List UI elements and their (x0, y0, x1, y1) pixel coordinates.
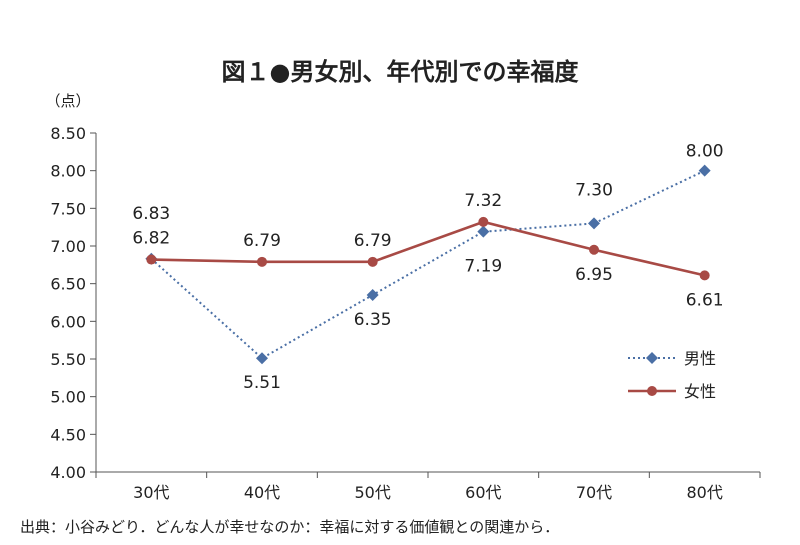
source-note: 出典：小谷みどり．どんな人が幸せなのか：幸福に対する価値観との関連から． (20, 518, 559, 536)
y-tick-label: 8.00 (50, 162, 86, 181)
x-tick-label: 70代 (576, 483, 612, 502)
chart-axes: 4.00 4.50 5.00 5.50 6.00 6.50 7.00 7.50 8.00 8.50… (50, 124, 761, 502)
legend-label-female: 女性 (684, 382, 716, 401)
data-labels-layer: 6.83 5.51 6.35 7.19 7.30 8.00 6.82 6.79 6.79 7.32… (132, 142, 723, 394)
x-tick-label: 60代 (465, 483, 501, 502)
chart-title: 図１●男女別、年代別での幸福度 (222, 58, 580, 86)
y-tick-label: 5.00 (50, 388, 86, 407)
data-point-female (589, 244, 599, 255)
data-label-male: 7.19 (464, 257, 502, 277)
legend-marker-female (647, 386, 657, 396)
y-tick-label: 6.00 (50, 312, 86, 331)
data-label-male: 5.51 (243, 373, 281, 393)
data-point-female (367, 256, 378, 267)
y-axis-unit-label: （点） (45, 92, 90, 110)
data-label-male: 7.30 (575, 180, 613, 200)
data-label-male: 6.35 (354, 310, 392, 330)
series-line-male (150, 169, 706, 360)
data-label-male: 8.00 (686, 142, 724, 162)
data-point-male (256, 352, 268, 365)
y-tick-label: 4.00 (50, 463, 86, 482)
series-layer (145, 164, 711, 365)
data-point-male (366, 288, 379, 301)
x-tick-label: 80代 (686, 483, 722, 502)
data-label-female: 7.32 (464, 191, 502, 211)
data-point-female (146, 254, 157, 265)
x-tick-label: 40代 (244, 483, 280, 502)
legend-marker-male (646, 352, 658, 364)
series-line-female (151, 220, 705, 277)
legend: 男性 女性 (628, 349, 716, 401)
data-label-female: 6.79 (243, 231, 281, 251)
y-tick-label: 5.50 (50, 350, 86, 369)
x-tick-label: 50代 (354, 483, 390, 502)
y-tick-label: 7.00 (50, 237, 86, 256)
data-label-female: 6.79 (354, 231, 392, 251)
data-point-male (477, 225, 490, 238)
y-tick-label: 8.50 (50, 124, 86, 143)
data-point-male (588, 217, 600, 230)
legend-label-male: 男性 (684, 349, 716, 368)
data-point-female (699, 270, 710, 281)
data-point-female (257, 256, 267, 267)
data-point-male (698, 164, 711, 177)
x-tick-label: 30代 (133, 483, 169, 502)
data-label-male: 6.83 (132, 204, 170, 224)
y-tick-label: 7.50 (50, 199, 86, 218)
data-label-female: 6.61 (686, 290, 724, 310)
y-tick-label: 4.50 (50, 425, 86, 444)
y-tick-label: 6.50 (50, 275, 86, 294)
data-label-female: 6.82 (132, 229, 170, 249)
data-label-female: 6.95 (575, 265, 613, 285)
data-point-female (478, 216, 489, 227)
